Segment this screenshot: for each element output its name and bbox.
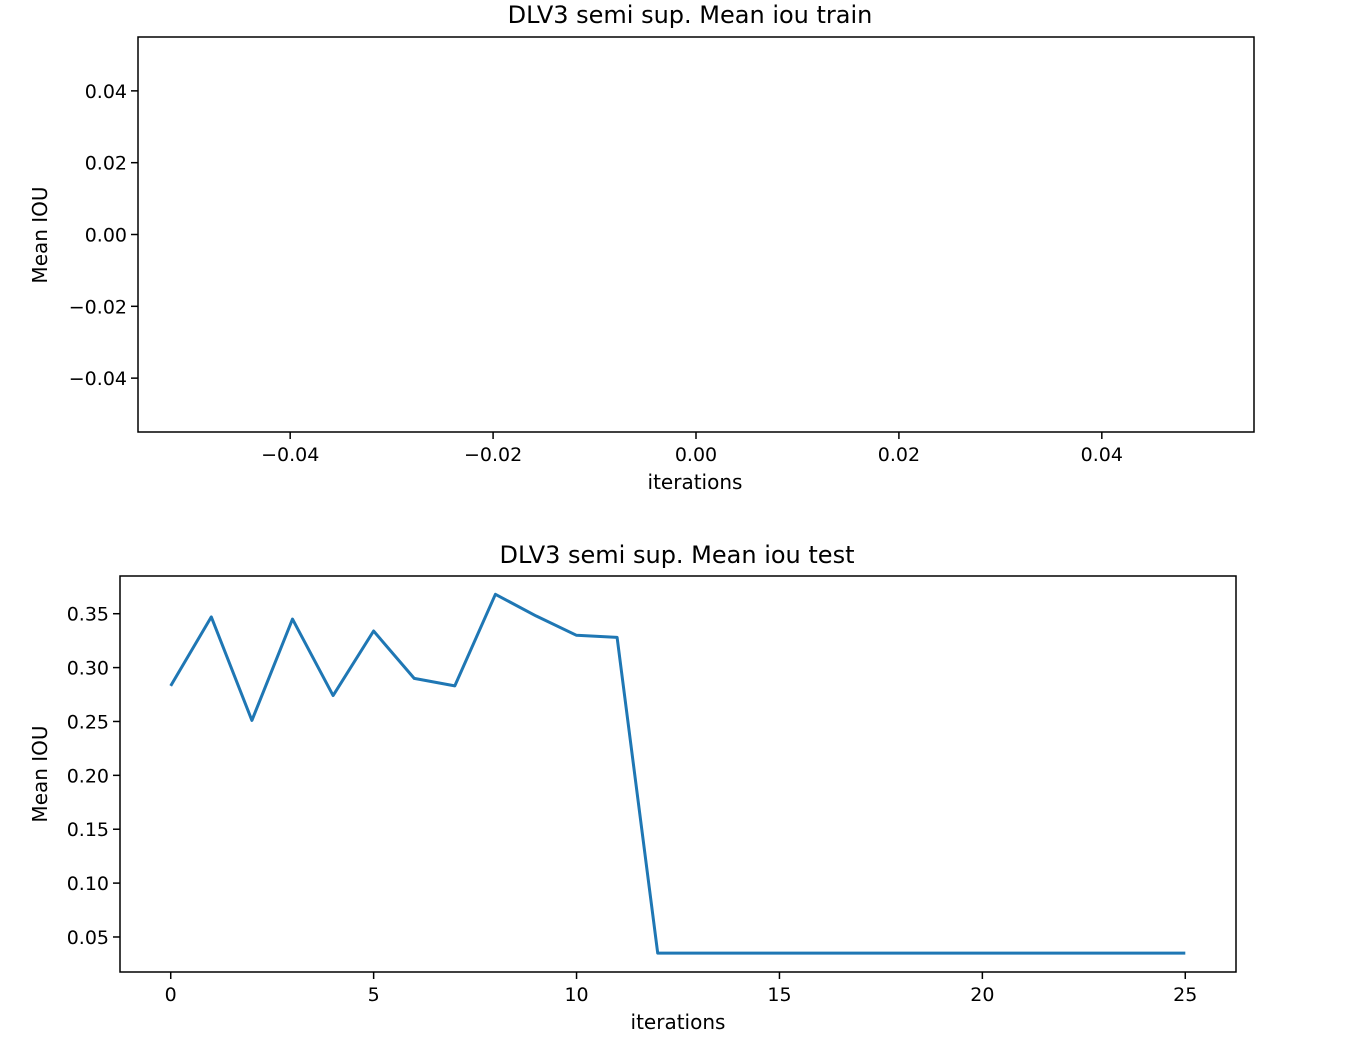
x-tick-label: −0.02: [464, 444, 522, 466]
x-tick-label: 20: [970, 984, 994, 1006]
y-tick-label: 0.20: [67, 765, 109, 787]
x-axis: −0.04 −0.02 0.00 0.02 0.04: [261, 432, 1123, 466]
x-axis-label: iterations: [648, 470, 743, 494]
y-tick-label: 0.30: [67, 658, 109, 680]
y-tick-label: −0.02: [69, 296, 127, 318]
x-tick-label: 10: [564, 984, 588, 1006]
x-tick-label: 0: [165, 984, 177, 1006]
y-tick-label: 0.02: [85, 153, 127, 175]
series-group: [169, 592, 1186, 955]
y-tick-label: 0.00: [85, 225, 127, 247]
y-tick-label: 0.15: [67, 819, 109, 841]
plot-area: [137, 36, 1255, 433]
x-tick-label: 15: [767, 984, 791, 1006]
y-axis: 0.04 0.02 0.00 −0.02 −0.04: [69, 81, 138, 390]
y-tick-label: 0.35: [67, 604, 109, 626]
y-tick-label: 0.10: [67, 873, 109, 895]
x-axis: 0 5 10 15 20 25: [165, 972, 1197, 1006]
y-axis-label: Mean IOU: [28, 725, 52, 822]
y-axis-label: Mean IOU: [28, 186, 52, 283]
y-tick-label: 0.05: [67, 927, 109, 949]
chart-test: DLV3 semi sup. Mean iou test 0 5 10 15 20 25 …: [28, 541, 1237, 1034]
y-tick-label: −0.04: [69, 368, 127, 390]
x-tick-label: 0.04: [1081, 444, 1123, 466]
x-tick-label: 5: [368, 984, 380, 1006]
chart-title: DLV3 semi sup. Mean iou train: [508, 1, 873, 29]
x-tick-label: 0.00: [675, 444, 717, 466]
x-axis-label: iterations: [631, 1010, 726, 1034]
x-tick-label: 25: [1173, 984, 1197, 1006]
chart-title: DLV3 semi sup. Mean iou test: [500, 541, 855, 569]
y-tick-label: 0.04: [85, 81, 127, 103]
y-tick-label: 0.25: [67, 711, 109, 733]
plot-area: [119, 575, 1237, 973]
y-axis: 0.35 0.30 0.25 0.20 0.15 0.10 0.05: [67, 604, 120, 949]
x-tick-label: −0.04: [261, 444, 319, 466]
x-tick-label: 0.02: [878, 444, 920, 466]
series-line: [169, 592, 1186, 955]
chart-train: DLV3 semi sup. Mean iou train −0.04 −0.02…: [28, 1, 1255, 494]
